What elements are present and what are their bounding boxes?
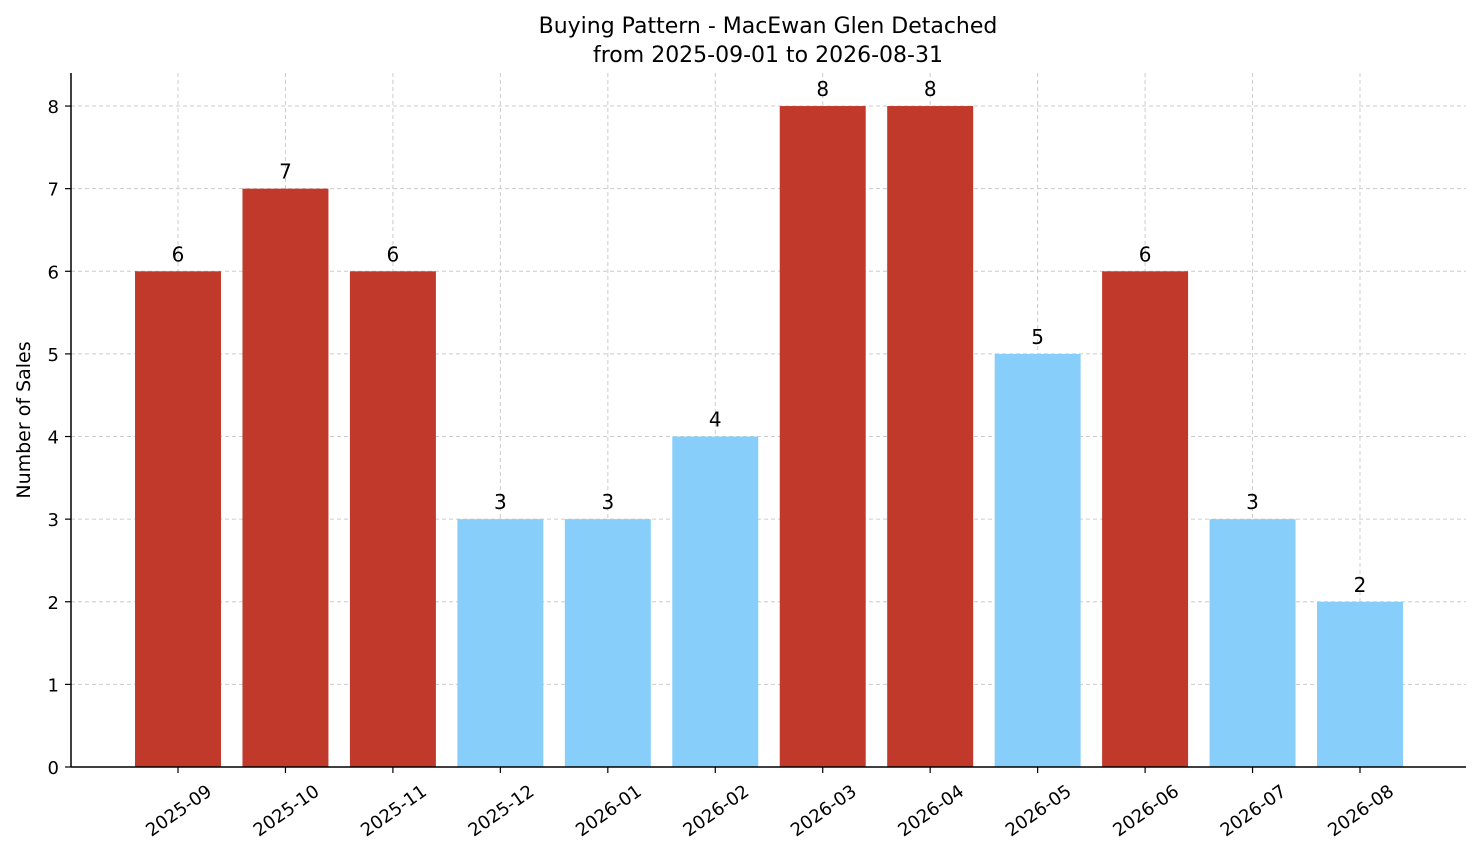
bar (135, 271, 221, 767)
x-tick-label: 2026-04 (894, 781, 968, 841)
bar-value-label: 8 (816, 77, 829, 101)
bar (887, 106, 974, 768)
bar-value-label: 4 (709, 408, 722, 432)
x-tick-label: 2026-06 (1109, 781, 1183, 841)
bar-value-label: 6 (172, 242, 185, 266)
bar-value-label: 3 (494, 490, 507, 514)
x-tick-label: 2026-07 (1217, 781, 1291, 841)
bars (135, 106, 1403, 768)
chart-title: Buying Pattern - MacEwan Glen Detached (539, 14, 998, 39)
bar (672, 436, 759, 767)
y-tick-label: 4 (48, 428, 59, 449)
bar (349, 271, 436, 767)
y-tick-label: 5 (48, 345, 59, 366)
x-tick-label: 2025-11 (357, 781, 431, 841)
y-tick-label: 0 (48, 758, 59, 779)
bar (242, 188, 329, 767)
x-tick-label: 2025-10 (250, 781, 324, 841)
y-tick-label: 1 (48, 675, 59, 696)
x-tick-label: 2026-08 (1324, 781, 1398, 841)
bar-value-label: 5 (1031, 325, 1044, 349)
y-tick-label: 8 (48, 97, 59, 118)
x-tick-label: 2026-01 (572, 781, 646, 841)
bar-value-label: 3 (601, 490, 614, 514)
bar (1317, 601, 1403, 767)
x-tick-label: 2025-12 (465, 781, 539, 841)
y-tick-label: 3 (48, 510, 59, 531)
bar-value-label: 8 (924, 77, 937, 101)
bar-value-label: 3 (1246, 490, 1259, 514)
y-axis-ticks: 0 1 2 3 4 5 6 7 8 (48, 97, 71, 779)
value-labels: 6 7 6 3 3 4 8 8 5 6 3 2 (172, 77, 1367, 597)
bar (1102, 271, 1189, 767)
bar (1209, 519, 1296, 767)
y-tick-label: 7 (48, 180, 59, 201)
bar (994, 353, 1081, 767)
x-tick-label: 2026-05 (1002, 781, 1076, 841)
x-tick-label: 2026-03 (787, 781, 861, 841)
bar (779, 106, 866, 768)
x-tick-label: 2026-02 (679, 781, 753, 841)
y-tick-label: 6 (48, 262, 59, 283)
x-axis-ticks: 2025-09 2025-10 2025-11 2025-12 2026-01 2026-… (142, 767, 1398, 841)
y-axis-label: Number of Sales (13, 341, 35, 498)
bar-value-label: 6 (387, 242, 400, 266)
bar (457, 519, 544, 767)
bar (564, 519, 651, 767)
bar-value-label: 6 (1139, 242, 1152, 266)
bar-value-label: 2 (1354, 573, 1367, 597)
chart-subtitle: from 2025-09-01 to 2026-08-31 (593, 43, 943, 68)
y-tick-label: 2 (48, 593, 59, 614)
bar-value-label: 7 (279, 160, 292, 184)
x-tick-label: 2025-09 (142, 781, 216, 841)
